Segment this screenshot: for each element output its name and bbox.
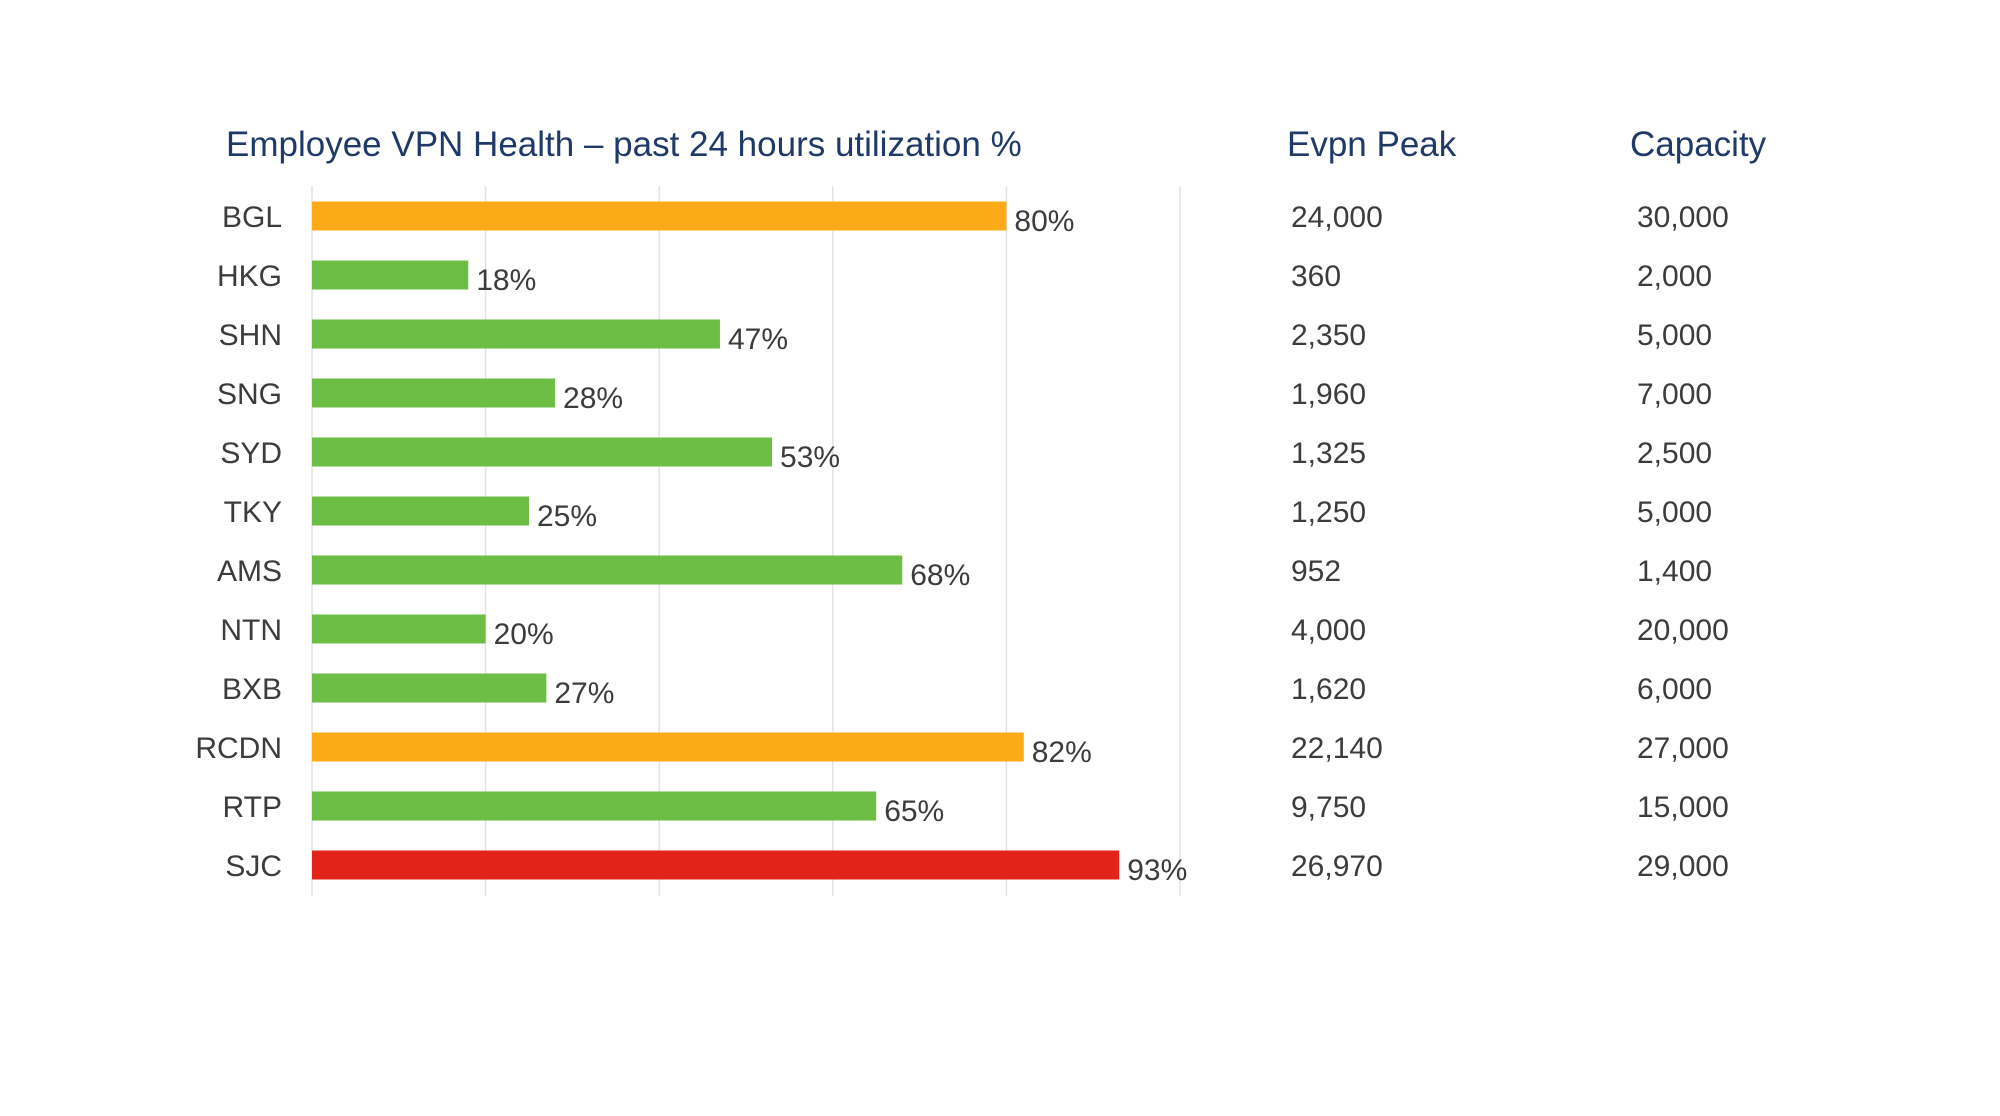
data-label: 80%: [1014, 205, 1074, 238]
category-label: SJC: [225, 850, 282, 883]
capacity-cell: 15,000: [1637, 791, 1729, 824]
data-label: 25%: [537, 500, 597, 533]
category-label: SNG: [217, 378, 282, 411]
category-label: RTP: [223, 791, 282, 824]
capacity-header: Capacity: [1630, 125, 1767, 164]
bar-sjc: [312, 850, 1120, 880]
capacity-cell: 20,000: [1637, 614, 1729, 647]
category-label: BGL: [222, 201, 282, 234]
category-labels: BGL HKG SHN SNG SYD TKY AMS NTN BXB RCDN RTP SJC: [195, 201, 282, 883]
data-label: 28%: [563, 382, 623, 415]
data-label: 20%: [494, 618, 554, 651]
capacity-cell: 2,000: [1637, 260, 1712, 293]
evpn-peak-cell: 9,750: [1291, 791, 1366, 824]
evpn-peak-cell: 952: [1291, 555, 1341, 588]
category-label: BXB: [222, 673, 282, 706]
category-label: AMS: [217, 555, 282, 588]
evpn-peak-cell: 26,970: [1291, 850, 1383, 883]
category-label: SHN: [219, 319, 282, 352]
capacity-cell: 2,500: [1637, 437, 1712, 470]
category-label: TKY: [224, 496, 282, 529]
bar-rtp: [312, 791, 877, 821]
bar-shn: [312, 319, 720, 349]
capacity-cell: 1,400: [1637, 555, 1712, 588]
bar-syd: [312, 437, 773, 467]
capacity-cell: 6,000: [1637, 673, 1712, 706]
data-label: 65%: [884, 795, 944, 828]
data-label: 47%: [728, 323, 788, 356]
data-label: 18%: [476, 264, 536, 297]
evpn-peak-cell: 2,350: [1291, 319, 1366, 352]
category-label: HKG: [217, 260, 282, 293]
evpn-peak-cell: 22,140: [1291, 732, 1383, 765]
bar-hkg: [312, 260, 469, 290]
evpn-peak-header: Evpn Peak: [1287, 125, 1457, 164]
value-labels: 80% 18% 47% 28% 53% 25% 68% 20%27% 82% 65% 93%: [476, 205, 1187, 887]
bar-tky: [312, 496, 529, 526]
capacity-cell: 30,000: [1637, 201, 1729, 234]
capacity-cell: 29,000: [1637, 850, 1729, 883]
capacity-cell: 5,000: [1637, 496, 1712, 529]
bar-ams: [312, 555, 903, 585]
evpn-peak-cell: 360: [1291, 260, 1341, 293]
bar-sng: [312, 378, 556, 408]
gridlines: [311, 186, 1181, 896]
data-label: 68%: [910, 559, 970, 592]
capacity-cell: 27,000: [1637, 732, 1729, 765]
evpn-peak-cell: 1,325: [1291, 437, 1366, 470]
data-label: 93%: [1127, 854, 1187, 887]
evpn-peak-cell: 1,620: [1291, 673, 1366, 706]
data-label: 82%: [1032, 736, 1092, 769]
evpn-peak-cell: 24,000: [1291, 201, 1383, 234]
bar-series: [312, 201, 1120, 880]
data-label: 53%: [780, 441, 840, 474]
category-label: SYD: [220, 437, 282, 470]
capacity-cell: 5,000: [1637, 319, 1712, 352]
data-label: 27%: [554, 677, 614, 710]
category-label: NTN: [220, 614, 282, 647]
chart-title: Employee VPN Health – past 24 hours util…: [226, 125, 1022, 164]
bar-rcdn: [312, 732, 1024, 762]
capacity-table: 24,000 30,000 360 2,000 2,350 5,000 1,960 7,000…: [1291, 201, 1729, 883]
bar-ntn: [312, 614, 486, 644]
capacity-cell: 7,000: [1637, 378, 1712, 411]
evpn-peak-cell: 4,000: [1291, 614, 1366, 647]
evpn-peak-cell: 1,960: [1291, 378, 1366, 411]
bar-bxb: [312, 673, 547, 703]
evpn-peak-cell: 1,250: [1291, 496, 1366, 529]
category-label: RCDN: [195, 732, 282, 765]
bar-bgl: [312, 201, 1007, 231]
